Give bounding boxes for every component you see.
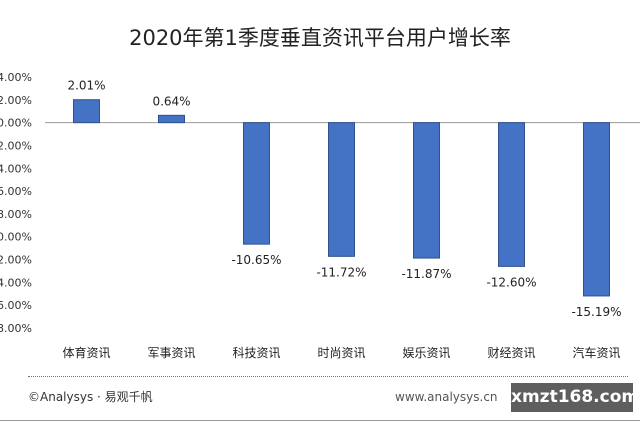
data-label: -15.19%	[571, 305, 621, 319]
watermark: xmzt168.com	[511, 383, 639, 412]
y-tick-label: -14.00%	[0, 276, 32, 289]
y-tick-label: 4.00%	[0, 71, 32, 84]
x-tick-label: 军事资讯	[147, 346, 195, 360]
bar	[498, 122, 525, 267]
x-tick-label: 时尚资讯	[317, 346, 365, 360]
y-tick-label: -2.00%	[0, 139, 32, 152]
copyright-text: ©Analysys · 易观千帆	[28, 390, 153, 404]
x-tick-label: 财经资讯	[487, 346, 535, 360]
y-tick-label: -12.00%	[0, 254, 32, 267]
bar	[328, 122, 355, 257]
bar	[243, 122, 270, 245]
x-tick-label: 科技资讯	[232, 346, 280, 360]
x-tick-label: 汽车资讯	[572, 345, 620, 360]
y-tick-label: 2.00%	[0, 94, 32, 107]
site-url: www.analysys.cn	[395, 390, 498, 404]
x-tick-label: 娱乐资讯	[402, 346, 450, 360]
data-label: -12.60%	[486, 275, 536, 289]
bar	[583, 122, 610, 297]
y-tick-label: -18.00%	[0, 322, 32, 335]
y-tick-label: -6.00%	[0, 185, 32, 198]
y-tick-label: 0.00%	[0, 117, 32, 130]
bar	[413, 122, 440, 259]
bar-chart: 4.00% 2.00% 0.00% -2.00% -4.00% -6.00% -8.00% -…	[0, 71, 640, 360]
y-tick-label: -10.00%	[0, 231, 32, 244]
data-label: -11.72%	[316, 265, 366, 279]
bottom-border	[0, 420, 640, 421]
bar	[158, 114, 185, 124]
y-tick-label: -4.00%	[0, 162, 32, 175]
chart-title: 2020年第1季度垂直资讯平台用户增长率	[129, 26, 511, 50]
y-tick-label: -16.00%	[0, 299, 32, 312]
data-label: 0.64%	[152, 94, 190, 108]
bar	[73, 99, 100, 124]
y-tick-label: -8.00%	[0, 208, 32, 221]
x-tick-label: 体育资讯	[62, 345, 110, 360]
data-label: -10.65%	[231, 253, 281, 267]
footer-divider	[28, 376, 628, 377]
data-label: 2.01%	[67, 79, 105, 93]
data-label: -11.87%	[401, 267, 451, 281]
